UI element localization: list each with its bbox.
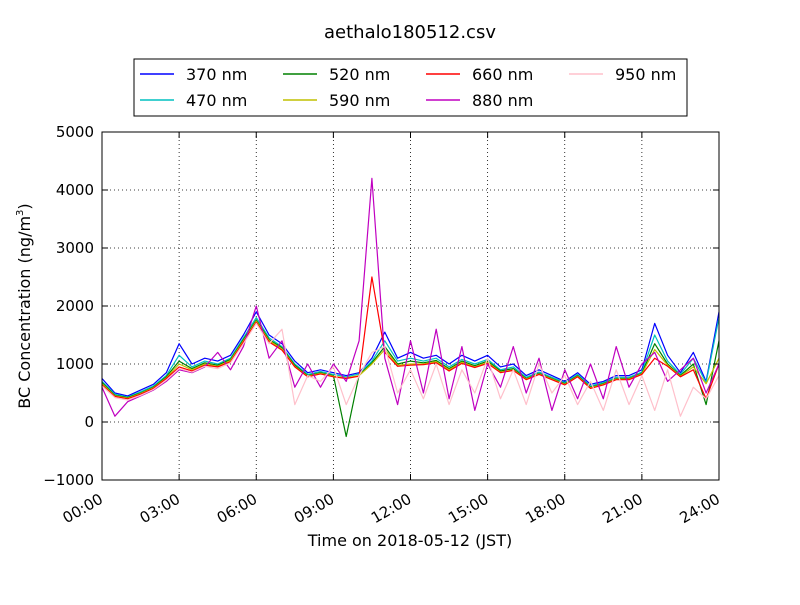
y-tick-label: 4000 [56,181,94,199]
x-tick-label: 15:00 [445,490,491,527]
x-tick-label: 21:00 [599,490,645,527]
x-tick-label: 09:00 [291,490,337,527]
series-lines [101,177,720,438]
y-tick-label: 0 [84,413,94,431]
legend-label: 950 nm [615,65,676,84]
x-tick-label: 06:00 [214,490,260,527]
x-tick-label: 00:00 [60,490,106,527]
legend-label: 660 nm [472,65,533,84]
chart-title: aethalo180512.csv [324,22,496,43]
legend-label: 590 nm [329,91,390,110]
y-axis-label-main: BC Concentration (ng/m [15,216,34,409]
y-tick-label: 2000 [56,297,94,315]
legend: 370 nm 470 nm 520 nm 590 nm 660 nm 880 nm 950 … [140,65,676,110]
legend-label: 370 nm [186,65,247,84]
y-axis-label-close: ) [15,203,34,209]
x-tick-label: 24:00 [677,490,723,527]
series-line-370-nm [101,311,720,397]
y-tick-label: 5000 [56,123,94,141]
x-tick-label: 18:00 [522,490,568,527]
x-tick-label: 12:00 [368,490,414,527]
x-tick-label: 03:00 [137,490,183,527]
legend-label: 880 nm [472,91,533,110]
y-tick-label: 1000 [56,355,94,373]
legend-box [133,58,688,117]
y-tick-label: 3000 [56,239,94,257]
series-line-470-nm [101,317,720,398]
x-axis-label: Time on 2018-05-12 (JST) [307,531,512,550]
series-line-950-nm [101,322,720,417]
legend-label: 470 nm [186,91,247,110]
y-axis-label: BC Concentration (ng/m3) [15,203,34,408]
legend-label: 520 nm [329,65,390,84]
y-tick-label: −1000 [43,471,94,489]
y-axis-label-sup: 3 [15,210,26,216]
series-line-660-nm [101,276,720,400]
